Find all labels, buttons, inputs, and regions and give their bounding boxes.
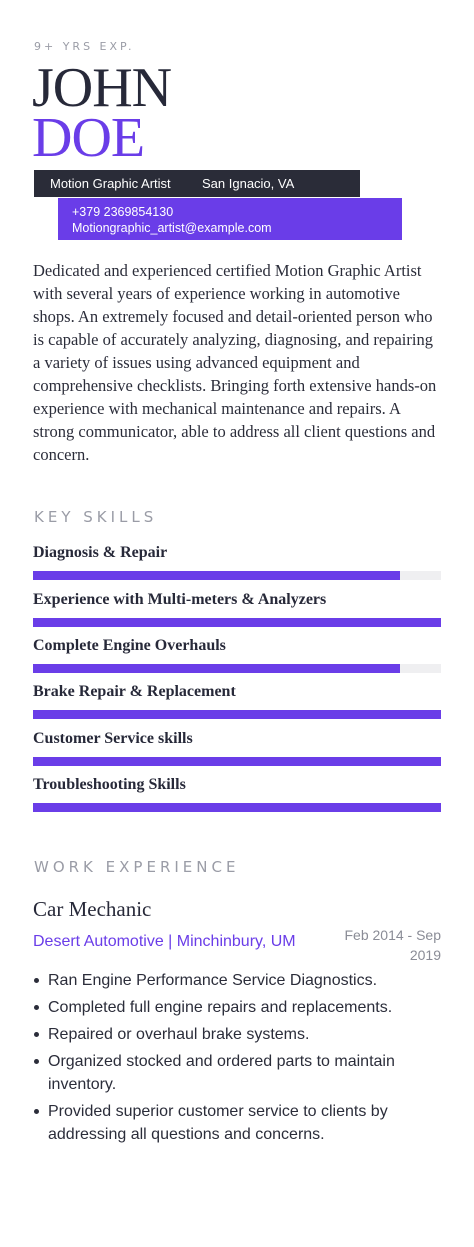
skill-level-bar bbox=[33, 664, 441, 673]
location: San Ignacio, VA bbox=[202, 176, 295, 191]
skill-level-bar bbox=[33, 803, 441, 812]
first-name: JOHN bbox=[32, 57, 172, 119]
skill-label: Brake Repair & Replacement bbox=[33, 683, 236, 700]
skill-level-fill bbox=[33, 618, 441, 627]
skill-level-fill bbox=[33, 757, 441, 766]
skill-label: Diagnosis & Repair bbox=[33, 544, 168, 561]
skill-item: Troubleshooting Skills bbox=[33, 776, 441, 812]
skill-level-fill bbox=[33, 571, 401, 580]
skill-level-bar bbox=[33, 710, 441, 719]
skill-label: Complete Engine Overhauls bbox=[33, 637, 226, 654]
skill-level-fill bbox=[33, 710, 441, 719]
skill-label: Troubleshooting Skills bbox=[33, 776, 186, 793]
employer: Desert Automotive | Minchinbury, UM bbox=[33, 933, 296, 950]
list-item: Provided superior customer service to cl… bbox=[33, 1100, 433, 1146]
skill-item: Brake Repair & Replacement bbox=[33, 683, 441, 719]
phone-number: +379 2369854130 bbox=[72, 205, 174, 219]
skill-level-bar bbox=[33, 757, 441, 766]
email-address: Motiongraphic_artist@example.com bbox=[72, 221, 272, 235]
skill-item: Complete Engine Overhauls bbox=[33, 637, 441, 673]
list-item: Organized stocked and ordered parts to m… bbox=[33, 1050, 433, 1096]
skill-item: Customer Service skills bbox=[33, 730, 441, 766]
contact-bar: +379 2369854130 Motiongraphic_artist@exa… bbox=[58, 198, 402, 240]
skill-level-bar bbox=[33, 618, 441, 627]
job-duties-list: Ran Engine Performance Service Diagnosti… bbox=[33, 969, 433, 1150]
skill-item: Experience with Multi-meters & Analyzers bbox=[33, 591, 441, 627]
job-title: Car Mechanic bbox=[33, 897, 152, 921]
role-location-bar: Motion Graphic Artist San Ignacio, VA bbox=[34, 170, 360, 197]
last-name: DOE bbox=[32, 107, 145, 169]
skill-level-bar bbox=[33, 571, 441, 580]
skill-label: Experience with Multi-meters & Analyzers bbox=[33, 591, 327, 608]
job-role: Motion Graphic Artist bbox=[50, 176, 171, 191]
skill-item: Diagnosis & Repair bbox=[33, 544, 441, 580]
key-skills-heading: KEY SKILLS bbox=[34, 508, 158, 526]
list-item: Ran Engine Performance Service Diagnosti… bbox=[33, 969, 433, 992]
work-experience-heading: WORK EXPERIENCE bbox=[34, 858, 240, 876]
skill-label: Customer Service skills bbox=[33, 730, 193, 747]
list-item: Repaired or overhaul brake systems. bbox=[33, 1023, 433, 1046]
skill-level-fill bbox=[33, 803, 441, 812]
job-dates: Feb 2014 - Sep 2019 bbox=[344, 927, 441, 963]
list-item: Completed full engine repairs and replac… bbox=[33, 996, 433, 1019]
experience-label: 9+ YRS EXP. bbox=[34, 40, 135, 53]
professional-summary: Dedicated and experienced certified Moti… bbox=[33, 261, 437, 464]
skill-level-fill bbox=[33, 664, 401, 673]
